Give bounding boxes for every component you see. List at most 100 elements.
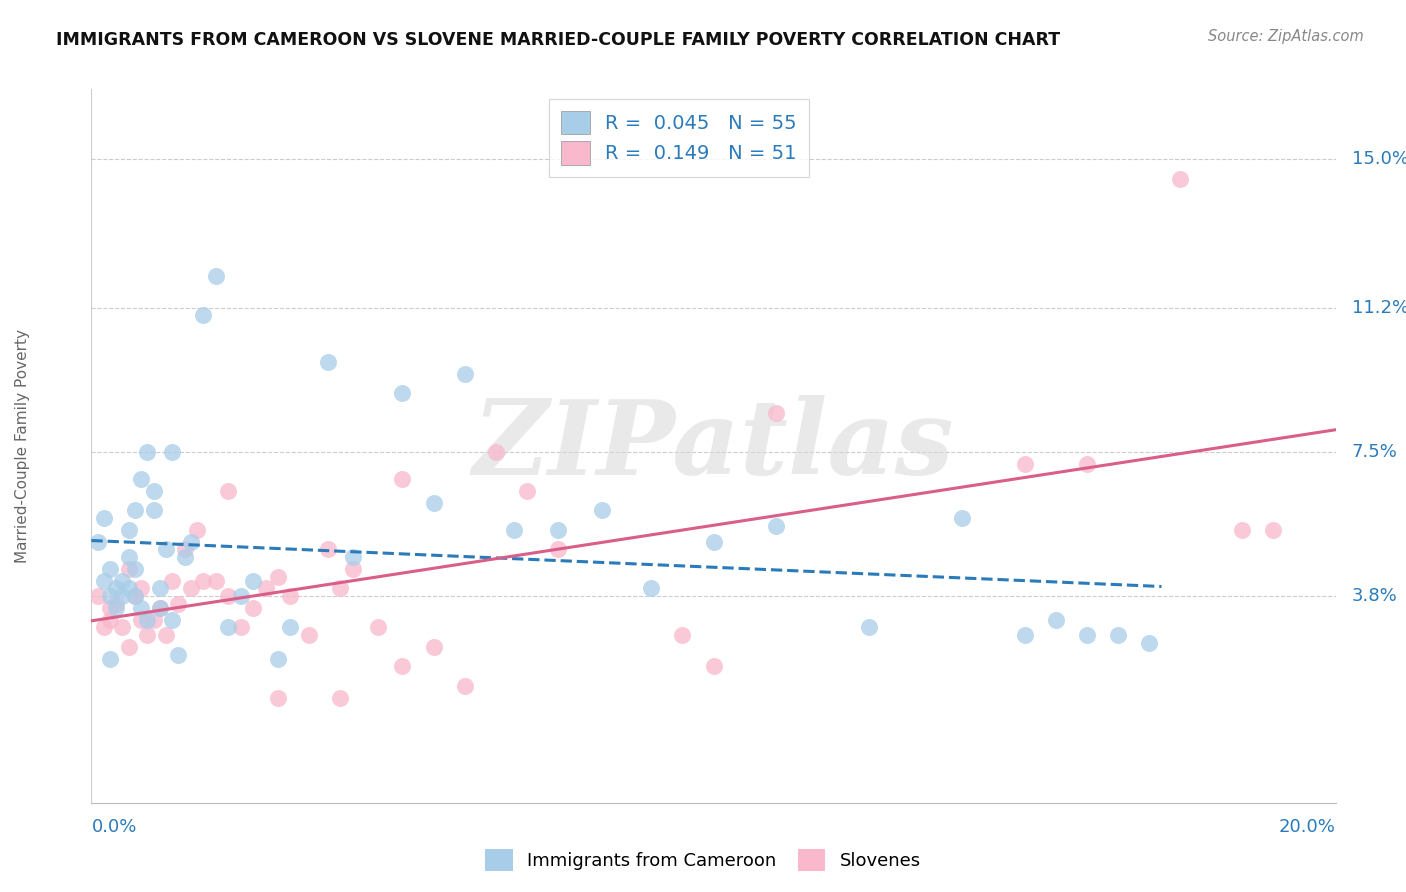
Point	[162, 574, 184, 588]
Point	[124, 589, 146, 603]
Point	[105, 600, 128, 615]
Point	[167, 597, 190, 611]
Point	[1137, 636, 1160, 650]
Point	[316, 542, 339, 557]
Point	[242, 600, 264, 615]
Text: 7.5%: 7.5%	[1353, 442, 1398, 461]
Point	[98, 651, 121, 665]
Point	[516, 483, 538, 498]
Point	[98, 562, 121, 576]
Point	[193, 574, 215, 588]
Point	[118, 562, 141, 576]
Point	[142, 613, 165, 627]
Point	[205, 574, 228, 588]
Point	[254, 582, 277, 596]
Point	[316, 355, 339, 369]
Point	[858, 620, 880, 634]
Legend: R =  0.045   N = 55, R =  0.149   N = 51: R = 0.045 N = 55, R = 0.149 N = 51	[550, 99, 808, 177]
Point	[105, 582, 128, 596]
Point	[1232, 523, 1254, 537]
Point	[136, 628, 159, 642]
Point	[453, 679, 475, 693]
Point	[180, 534, 202, 549]
Point	[1076, 457, 1098, 471]
Point	[1107, 628, 1129, 642]
Point	[118, 640, 141, 654]
Point	[162, 613, 184, 627]
Point	[267, 690, 290, 705]
Point	[950, 511, 973, 525]
Point	[111, 620, 134, 634]
Point	[342, 550, 364, 565]
Point	[298, 628, 321, 642]
Point	[591, 503, 613, 517]
Point	[86, 589, 108, 603]
Point	[702, 534, 725, 549]
Point	[342, 562, 364, 576]
Point	[111, 589, 134, 603]
Point	[1076, 628, 1098, 642]
Point	[217, 620, 239, 634]
Point	[173, 550, 195, 565]
Point	[142, 503, 165, 517]
Point	[1168, 172, 1191, 186]
Point	[93, 620, 115, 634]
Point	[155, 542, 177, 557]
Text: 15.0%: 15.0%	[1353, 151, 1406, 169]
Point	[453, 367, 475, 381]
Point	[547, 542, 569, 557]
Point	[180, 582, 202, 596]
Point	[205, 269, 228, 284]
Point	[640, 582, 662, 596]
Point	[1263, 523, 1285, 537]
Point	[267, 569, 290, 583]
Point	[391, 386, 413, 401]
Point	[217, 483, 239, 498]
Point	[485, 445, 508, 459]
Point	[129, 613, 152, 627]
Point	[329, 582, 352, 596]
Point	[391, 472, 413, 486]
Point	[765, 519, 787, 533]
Point	[124, 589, 146, 603]
Point	[124, 503, 146, 517]
Text: 20.0%: 20.0%	[1279, 819, 1336, 837]
Point	[86, 534, 108, 549]
Point	[242, 574, 264, 588]
Text: 3.8%: 3.8%	[1353, 587, 1398, 605]
Point	[217, 589, 239, 603]
Point	[149, 600, 172, 615]
Point	[118, 582, 141, 596]
Point	[1014, 628, 1036, 642]
Point	[129, 582, 152, 596]
Point	[105, 597, 128, 611]
Point	[136, 613, 159, 627]
Point	[98, 589, 121, 603]
Point	[118, 523, 141, 537]
Point	[1045, 613, 1067, 627]
Point	[280, 620, 302, 634]
Point	[142, 483, 165, 498]
Point	[765, 406, 787, 420]
Point	[111, 574, 134, 588]
Point	[136, 445, 159, 459]
Point	[280, 589, 302, 603]
Point	[129, 600, 152, 615]
Point	[422, 640, 444, 654]
Point	[391, 659, 413, 673]
Point	[193, 309, 215, 323]
Point	[162, 445, 184, 459]
Point	[422, 495, 444, 509]
Point	[98, 600, 121, 615]
Point	[124, 562, 146, 576]
Legend: Immigrants from Cameroon, Slovenes: Immigrants from Cameroon, Slovenes	[478, 842, 928, 879]
Point	[229, 620, 252, 634]
Point	[671, 628, 693, 642]
Point	[93, 574, 115, 588]
Point	[155, 628, 177, 642]
Text: 0.0%: 0.0%	[91, 819, 136, 837]
Point	[98, 613, 121, 627]
Point	[503, 523, 526, 537]
Text: 11.2%: 11.2%	[1353, 299, 1406, 317]
Text: ZIPatlas: ZIPatlas	[472, 395, 955, 497]
